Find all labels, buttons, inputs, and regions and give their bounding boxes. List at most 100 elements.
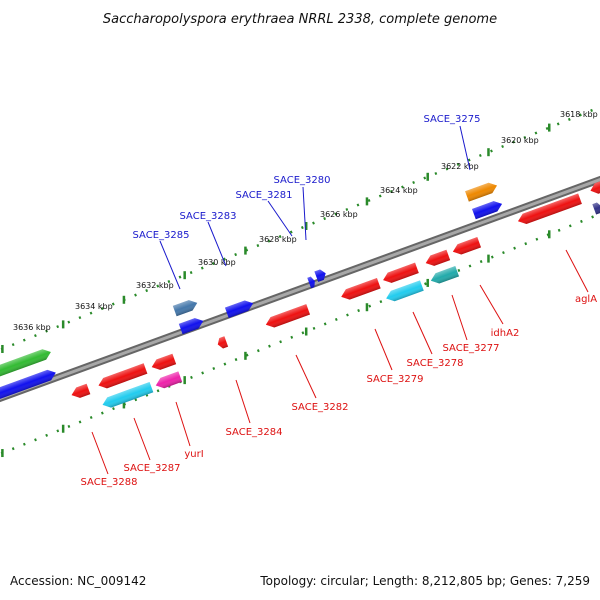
gene-red-yuri-shading (151, 353, 177, 370)
gene-blue-3283-shading (224, 300, 254, 318)
tick-label-3624: 3624 kbp (380, 186, 418, 195)
leader-sace-3284 (235, 379, 251, 424)
leader-agla (565, 249, 589, 293)
gene-label-sace-3277: SACE_3277 (443, 343, 500, 354)
gene-blue-3280 (314, 269, 326, 282)
gene-label-sace-3284: SACE_3284 (226, 427, 283, 438)
gene-red-yuri (151, 353, 177, 370)
leader-sace-3278 (412, 311, 433, 355)
tick-label-3630: 3630 kbp (198, 258, 236, 267)
leader-yuri (175, 401, 191, 447)
gene-blue-3283 (224, 300, 254, 318)
gene-label-agla: aglA (575, 294, 597, 305)
gene-cyan-3278-shading (386, 280, 424, 302)
tick-label-3636: 3636 kbp (13, 323, 51, 332)
gene-red-3279-shading (341, 277, 381, 300)
gene-teal-3277 (430, 266, 460, 284)
gene-blue-3280-shading (314, 269, 326, 282)
leader-sace-3282 (295, 354, 317, 399)
gene-label-sace-3282: SACE_3282 (292, 402, 349, 413)
gene-red-3284-shading (217, 336, 229, 349)
tick-label-3626: 3626 kbp (320, 210, 358, 219)
gene-magenta-yuri (155, 371, 183, 389)
gene-cyan-3287 (102, 381, 154, 408)
gene-magenta-yuri-shading (155, 371, 183, 389)
tick-labels: 3618 kbp 3620 kbp 3622 kbp 3624 kbp 3626… (13, 110, 598, 332)
gene-label-sace-3281: SACE_3281 (236, 190, 293, 201)
leader-sace-3275 (459, 125, 471, 171)
leader-sace-3279 (374, 328, 393, 371)
gene-label-sace-3275: SACE_3275 (424, 114, 481, 125)
gene-red-3287-shading (98, 363, 148, 389)
accession-text: Accession: NC_009142 (10, 574, 146, 588)
gene-red-agla (517, 193, 582, 225)
gene-cyan-3278 (386, 280, 424, 302)
leader-sace-3287 (133, 417, 151, 461)
map-title: Saccharopolyspora erythraea NRRL 2338, c… (103, 12, 497, 27)
major-ticks (1, 123, 551, 458)
genome-summary-text: Topology: circular; Length: 8,212,805 bp… (259, 574, 590, 588)
gene-cyan-3287-shading (102, 381, 154, 408)
gene-blue-3285-shading (178, 318, 204, 335)
tick-label-3618: 3618 kbp (560, 110, 598, 119)
gene-blue-left-shading (0, 369, 56, 403)
gene-orange-3275 (465, 182, 498, 202)
leader-idha2 (479, 284, 504, 325)
gene-red-idha2-shading (452, 237, 482, 255)
gene-teal-3277-shading (430, 266, 460, 284)
gene-navy-right-shading (592, 202, 600, 215)
gene-blue-3275 (472, 201, 503, 220)
gene-blue-left (0, 369, 56, 403)
gene-label-sace-3278: SACE_3278 (407, 358, 464, 369)
gene-orange-3275-shading (465, 182, 498, 202)
gene-features (0, 180, 600, 408)
gene-red-right (590, 180, 600, 194)
gene-label-yuri: yurI (184, 449, 203, 460)
tick-label-3622: 3622 kbp (441, 162, 479, 171)
gene-green-left (0, 349, 51, 382)
gene-label-sace-3287: SACE_3287 (124, 463, 181, 474)
gene-navy-right (592, 202, 600, 215)
gene-label-sace-3279: SACE_3279 (367, 374, 424, 385)
tick-label-3632: 3632 kbp (136, 281, 174, 290)
tick-label-3634: 3634 kbp (75, 302, 113, 311)
gene-red-agla-shading (517, 193, 582, 225)
gene-red-3287 (98, 363, 148, 389)
gene-red-3279 (341, 277, 381, 300)
gene-label-idha2: idhA2 (491, 328, 520, 339)
gene-blue-3275-shading (472, 201, 503, 220)
leader-sace-3288 (91, 431, 109, 475)
gene-blue-3285 (178, 318, 204, 335)
tick-label-3620: 3620 kbp (501, 136, 539, 145)
gene-blue-3281 (307, 276, 315, 289)
gene-red-3284 (217, 336, 229, 349)
gene-blue-3281-shading (307, 276, 315, 289)
gene-green-left-shading (0, 349, 51, 382)
gene-label-sace-3280: SACE_3280 (274, 175, 331, 186)
leader-sace-3283 (207, 221, 227, 267)
forward-gene-labels: SACE_3275 SACE_3280 SACE_3281 SACE_3283 … (133, 114, 481, 241)
label-leaders (91, 125, 589, 475)
gene-label-sace-3283: SACE_3283 (180, 211, 237, 222)
genome-backbone (0, 175, 600, 403)
leader-sace-3280 (302, 186, 307, 241)
gene-red-3288-shading (71, 383, 91, 398)
gene-label-sace-3288: SACE_3288 (81, 477, 138, 488)
gene-red-3288 (71, 383, 91, 398)
gene-red-3282-shading (265, 304, 311, 328)
gene-red-3282 (265, 304, 311, 328)
leader-sace-3277 (451, 294, 468, 341)
gene-red-3277 (425, 249, 451, 266)
reverse-gene-labels: aglA idhA2 SACE_3277 SACE_3278 SACE_3279… (81, 294, 598, 488)
tick-label-3628: 3628 kbp (259, 235, 297, 244)
gene-red-idha2 (452, 237, 482, 255)
leader-sace-3285 (159, 240, 181, 290)
gene-steel-3285 (172, 300, 198, 317)
gene-steel-3285-shading (172, 300, 198, 317)
gene-red-3277-shading (425, 249, 451, 266)
leader-sace-3281 (267, 200, 293, 237)
gene-red-3279b-shading (383, 262, 419, 283)
gene-red-3279b (383, 262, 419, 283)
gene-red-right-shading (590, 180, 600, 194)
